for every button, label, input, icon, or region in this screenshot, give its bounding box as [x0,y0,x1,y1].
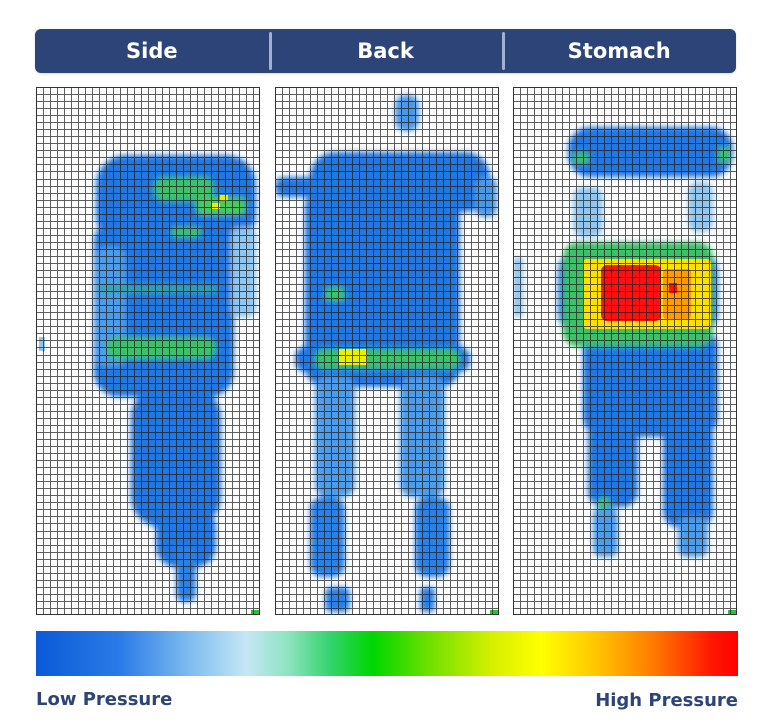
heatmap-side-svg [36,87,260,615]
grid-border [36,87,260,615]
side-corner-mark [251,610,259,614]
side-pressure-body [94,155,256,602]
stomach-warm-zone [663,269,691,319]
stomach-pressure-body [513,127,733,557]
back-grid [275,87,499,615]
tab-stomach-label: Stomach [567,39,671,63]
tab-back-label: Back [357,39,414,63]
legend-low-label: Low Pressure [36,689,173,710]
heatmap-panel-back [275,87,499,615]
heatmap-panel-stomach [513,87,737,615]
side-grid [36,87,260,615]
tab-side[interactable]: Side [35,29,269,73]
legend-high-label: High Pressure [595,690,738,711]
side-peak-2 [220,195,228,201]
heatmap-stomach-svg [513,87,737,615]
grid-border [275,87,499,615]
heatmap-back-svg [275,87,499,615]
side-peak-1 [212,203,220,209]
stomach-grid [513,87,737,615]
side-edge-mark [39,337,45,351]
tab-side-label: Side [126,39,178,63]
back-peak [339,349,367,365]
grid-border [513,87,737,615]
stomach-corner-mark [728,610,736,614]
position-tab-bar: Side Back Stomach [35,29,736,73]
stomach-peak [601,265,661,321]
heatmap-panel-side [36,87,260,615]
pressure-color-scale [36,631,738,676]
back-pressure-body [275,95,497,612]
back-corner-mark [490,610,498,614]
tab-back[interactable]: Back [268,29,503,73]
stomach-peak-2 [669,283,677,293]
tab-stomach[interactable]: Stomach [502,29,736,73]
